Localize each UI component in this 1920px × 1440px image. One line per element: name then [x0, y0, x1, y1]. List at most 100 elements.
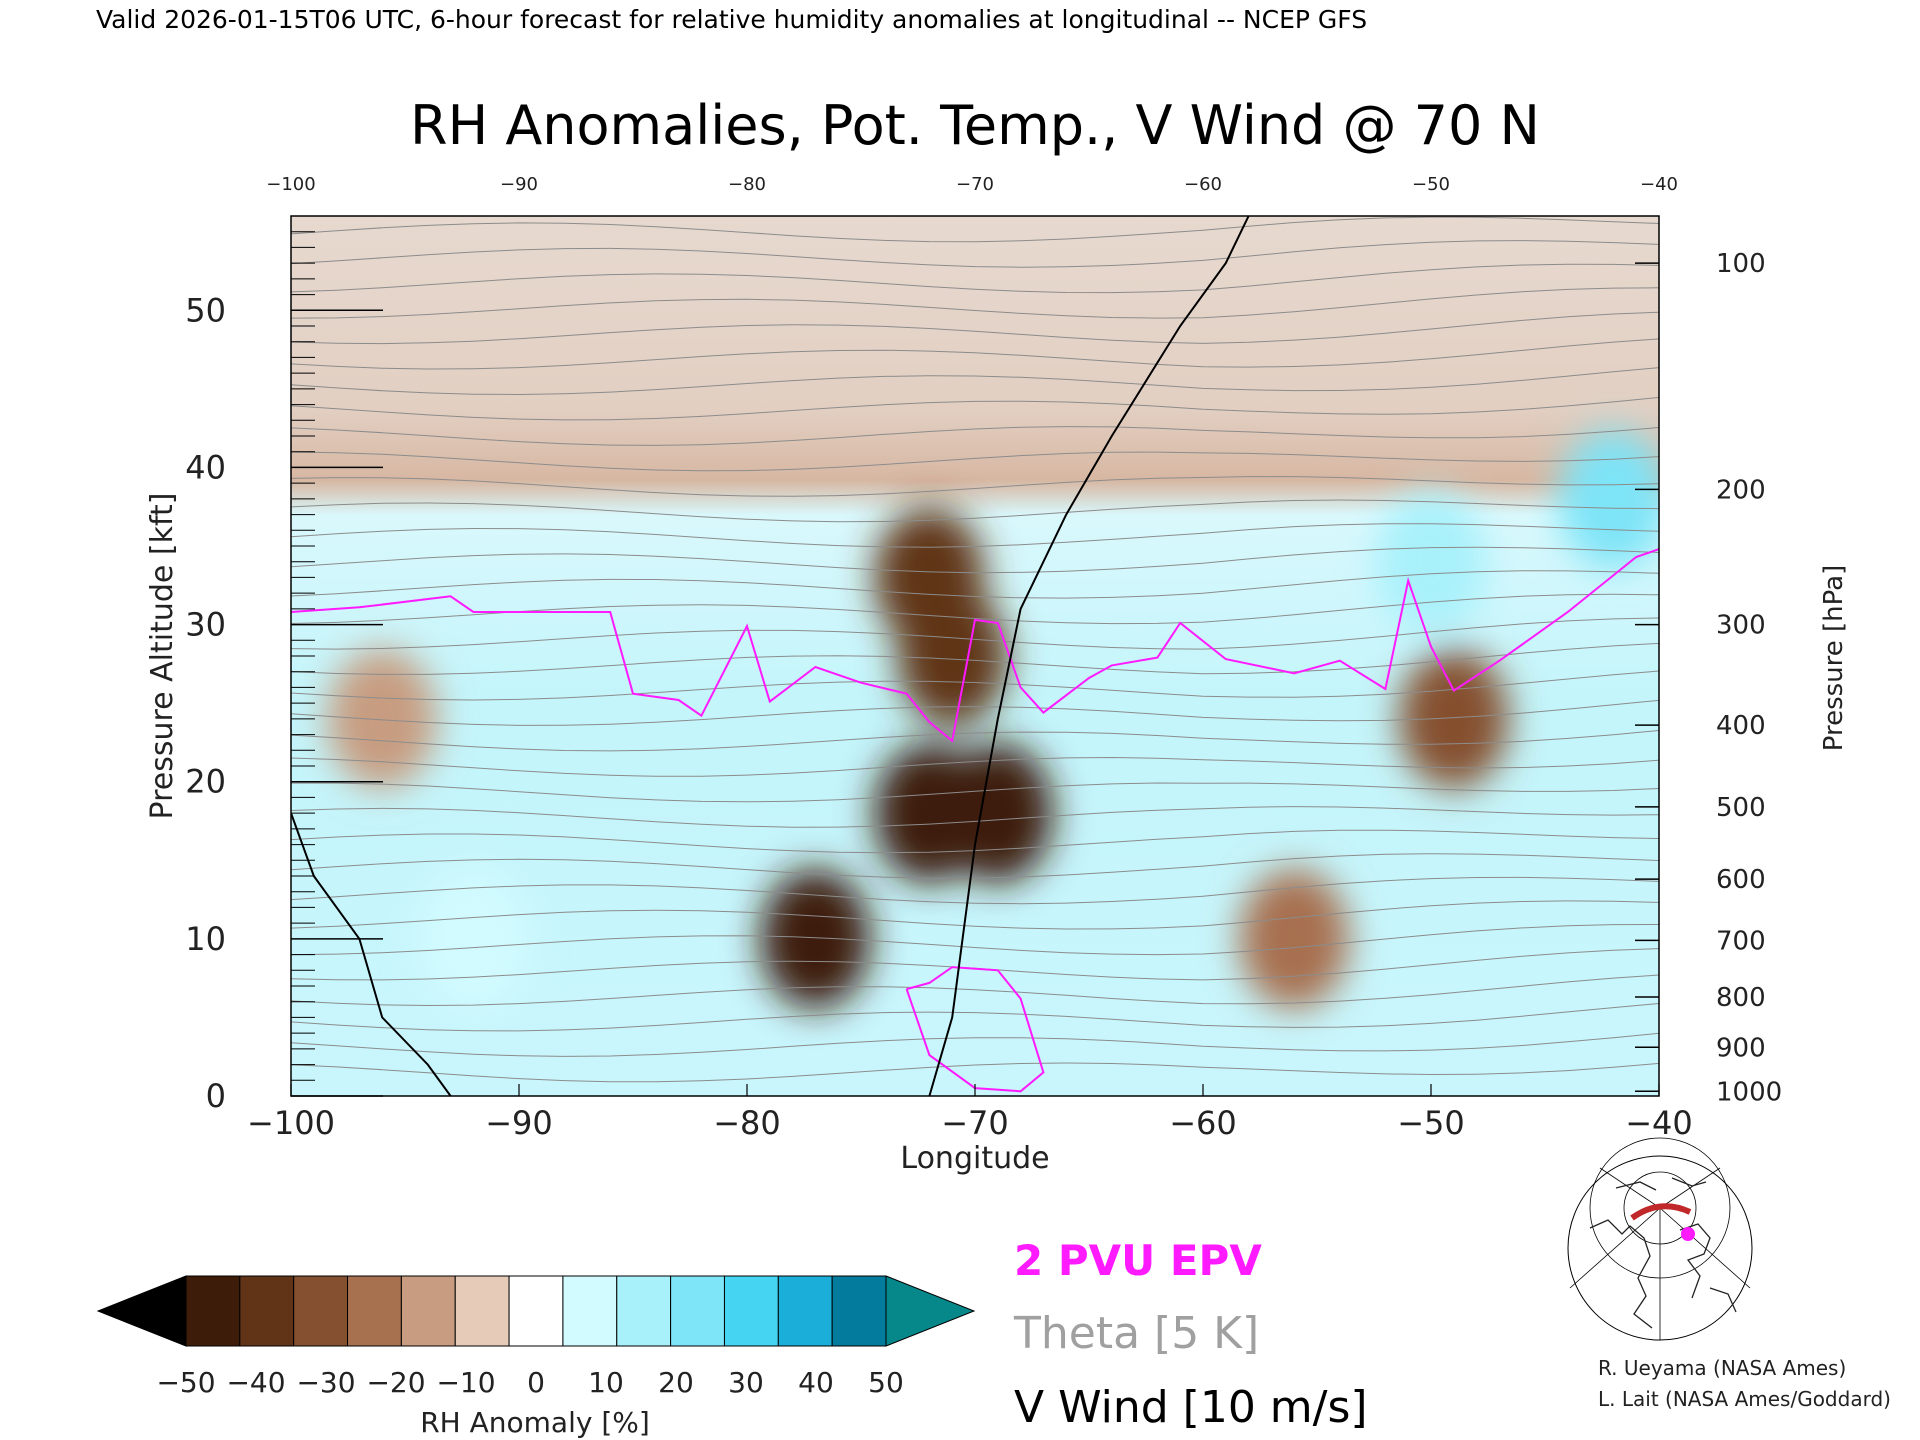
map-meridian-1 [1569, 1207, 1661, 1289]
pressure-tick-label-9: 1000 [1716, 1077, 1782, 1107]
x-tick-label-6: −40 [1625, 1104, 1693, 1142]
colorbar-box-7 [562, 1275, 618, 1347]
x-top-tick-label-3: −70 [956, 174, 994, 195]
map-coastline [1589, 1177, 1737, 1329]
theta-contour-32 [291, 240, 1659, 268]
x-tick-label-0: −100 [247, 1104, 335, 1142]
y-tick-label-2: 20 [185, 763, 226, 801]
anomaly-blob-9 [1558, 428, 1659, 569]
theta-contour-1 [291, 1032, 1659, 1057]
pressure-tick-label-4: 500 [1716, 793, 1766, 823]
colorbar-box-0 [185, 1275, 241, 1347]
colorbar-tick-label-9: 40 [798, 1366, 834, 1399]
theta-contour-30 [291, 287, 1659, 319]
series-line-2 [928, 216, 1250, 1096]
x-top-tick-label-1: −90 [500, 174, 538, 195]
theta-contour-33 [291, 216, 1659, 243]
rh-anomaly-field [327, 428, 1659, 1009]
x-tick-label-4: −60 [1169, 1104, 1237, 1142]
colorbar-right-arrow [885, 1275, 976, 1347]
colorbar-tick-label-6: 10 [588, 1366, 624, 1399]
map-cross-section-path [1630, 1203, 1692, 1221]
colorbar-tick-label-7: 20 [658, 1366, 694, 1399]
anomaly-blob-3 [942, 743, 1053, 884]
x-tick-label-3: −70 [941, 1104, 1009, 1142]
theta-contour-3 [291, 974, 1659, 1007]
pressure-tick-label-0: 100 [1716, 249, 1766, 279]
colorbar-box-11 [777, 1275, 833, 1347]
theta-contour-12 [291, 756, 1659, 777]
x-top-tick-label-0: −100 [266, 174, 315, 195]
legend-theta: Theta [5 K] [1013, 1308, 1259, 1359]
pressure-tick-label-1: 200 [1716, 475, 1766, 505]
y-axis-right-label: Pressure [hPa] [1819, 565, 1849, 752]
theta-contour-19 [291, 570, 1659, 599]
legend: 2 PVU EPV Theta [5 K] V Wind [10 m/s] [1013, 1236, 1368, 1433]
colorbar-tick-label-10: 50 [868, 1366, 904, 1399]
theta-contour-16 [291, 642, 1659, 675]
valid-line: Valid 2026-01-15T06 UTC, 6-hour forecast… [96, 5, 1367, 34]
colorbar-left-arrow [96, 1275, 187, 1347]
anomaly-blob-4 [760, 868, 871, 1009]
theta-contour-0 [291, 1062, 1659, 1083]
x-tick-label-1: −90 [485, 1104, 553, 1142]
theta-contour-29 [291, 311, 1659, 345]
colorbar-box-8 [616, 1275, 672, 1347]
theta-contour-10 [291, 806, 1659, 828]
colorbar-box-1 [239, 1275, 295, 1347]
x-tick-label-5: −50 [1397, 1104, 1465, 1142]
y-tick-label-5: 50 [185, 291, 226, 329]
theta-contour-15 [291, 670, 1659, 701]
theta-contour-17 [291, 617, 1659, 650]
theta-contour-13 [291, 730, 1659, 752]
anomaly-blob-7 [327, 648, 438, 789]
theta-contour-26 [291, 397, 1659, 421]
pressure-tick-label-2: 300 [1716, 611, 1766, 641]
colorbar-tick-label-1: −40 [226, 1366, 285, 1399]
theta-contour-21 [291, 523, 1659, 548]
y-tick-label-3: 30 [185, 606, 226, 644]
colorbar-box-4 [400, 1275, 456, 1347]
colorbar-box-9 [670, 1275, 725, 1347]
colorbar-tick-label-5: 0 [527, 1366, 545, 1399]
series-lines [291, 216, 1659, 1096]
pressure-axis: 100 200 300 400 500 600 700 800 900 1000 [1635, 249, 1782, 1107]
anomaly-blob-6 [1239, 868, 1350, 1009]
theta-contour-23 [291, 476, 1659, 497]
theta-contour-11 [291, 782, 1659, 803]
legend-epv: 2 PVU EPV [1014, 1236, 1262, 1285]
colorbar-box-10 [723, 1275, 779, 1347]
x-axis: −100 −100 −90 −90 −80 −80 −70 −70 −60 −60 −50 −50 −4… [247, 174, 1693, 1142]
theta-contour-28 [291, 338, 1659, 370]
colorbar-box-12 [831, 1275, 887, 1347]
theta-contour-14 [291, 699, 1659, 726]
y-tick-label-4: 40 [185, 448, 226, 486]
legend-vwind: V Wind [10 m/s] [1014, 1382, 1368, 1433]
colorbar-box-3 [347, 1275, 402, 1347]
x-top-tick-label-4: −60 [1184, 174, 1222, 195]
colorbar-tick-label-0: −50 [156, 1366, 215, 1399]
colorbar-box-2 [293, 1275, 349, 1347]
pressure-tick-label-8: 900 [1716, 1033, 1766, 1063]
theta-contour-22 [291, 499, 1659, 523]
colorbar-box-6 [508, 1275, 564, 1347]
x-top-tick-label-5: −50 [1412, 174, 1450, 195]
y-tick-label-1: 10 [185, 920, 226, 958]
y-axis-label: Pressure Altitude [kft] [145, 493, 180, 820]
map-meridian-2 [1659, 1207, 1751, 1289]
x-axis-label: Longitude [900, 1141, 1049, 1176]
series-line-0 [291, 548, 1659, 743]
x-top-tick-label-2: −80 [728, 174, 766, 195]
colorbar-tick-label-8: 30 [728, 1366, 764, 1399]
anomaly-blob-1 [897, 586, 1008, 726]
pressure-tick-label-7: 800 [1716, 983, 1766, 1013]
map-meridian-3 [1599, 1167, 1661, 1209]
y-tick-label-0: 0 [206, 1077, 226, 1115]
x-tick-label-2: −80 [713, 1104, 781, 1142]
pressure-tick-label-3: 400 [1716, 711, 1766, 741]
series-line-1 [905, 966, 1045, 1093]
series-line-3 [291, 812, 452, 1096]
theta-contour-25 [291, 426, 1659, 446]
theta-contour-8 [291, 853, 1659, 879]
